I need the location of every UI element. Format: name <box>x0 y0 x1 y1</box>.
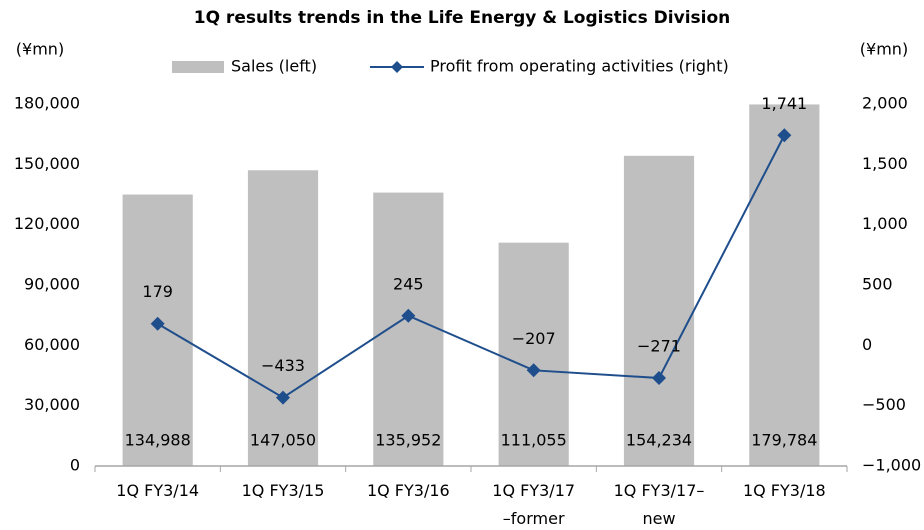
y-tick-label: 30,000 <box>24 395 80 414</box>
line-marker <box>652 371 666 386</box>
x-tick-label-line: 1Q FY3/17– <box>614 481 705 500</box>
bar <box>623 155 695 466</box>
bar-value-label: 135,952 <box>375 431 441 450</box>
bar-value-label: 154,234 <box>626 431 692 450</box>
bar-value-label: 111,055 <box>501 431 567 450</box>
x-tick-label-line: 1Q FY3/15 <box>242 481 325 500</box>
y2-tick-label: 1,500 <box>862 154 908 173</box>
x-tick-label: 1Q FY3/17 –former <box>492 481 575 528</box>
x-tick-label: 1Q FY3/16 <box>367 481 450 500</box>
y2-tick-label: 1,000 <box>862 214 908 233</box>
legend-label: Profit from operating activities (right) <box>430 57 729 76</box>
y-tick-label: 120,000 <box>14 214 80 233</box>
y2-tick-label: −1,000 <box>862 456 921 475</box>
legend-marker <box>391 61 403 73</box>
x-tick-label-line: –former <box>503 509 565 528</box>
y2-tick-label: 500 <box>862 275 893 294</box>
y2-tick-label: 2,000 <box>862 94 908 113</box>
x-tick-label: 1Q FY3/15 <box>242 481 325 500</box>
x-tick-label-line: 1Q FY3/17 <box>492 481 575 500</box>
line-value-label: −433 <box>261 356 305 375</box>
line-value-label: −207 <box>512 329 556 348</box>
x-tick-label-line: 1Q FY3/16 <box>367 481 450 500</box>
legend-swatch <box>172 61 224 73</box>
y-tick-label: 0 <box>70 456 80 475</box>
line-marker <box>777 128 792 143</box>
bar <box>749 104 820 467</box>
legend-label: Sales (left) <box>231 57 317 76</box>
line-value-label: 245 <box>393 274 424 293</box>
bar-value-label: 134,988 <box>125 431 191 450</box>
bar <box>247 170 319 466</box>
line-marker <box>401 308 416 323</box>
y-tick-label: 180,000 <box>14 94 80 113</box>
line-marker <box>526 363 541 378</box>
chart-title: 1Q results trends in the Life Energy & L… <box>194 8 731 28</box>
line-value-label: −271 <box>637 337 681 356</box>
line-marker <box>150 316 165 331</box>
line-value-label: 1,741 <box>761 94 807 113</box>
y-tick-label: 150,000 <box>14 154 80 173</box>
x-tick-label: 1Q FY3/14 <box>116 481 199 500</box>
x-tick-label-line: 1Q FY3/18 <box>743 481 826 500</box>
y-axis-label: (¥mn) <box>16 40 64 59</box>
y-tick-label: 60,000 <box>24 335 80 354</box>
y2-axis-label: (¥mn) <box>860 40 908 59</box>
x-tick-label-line: new <box>642 509 675 528</box>
y2-tick-label: 0 <box>862 335 872 354</box>
x-tick-label-line: 1Q FY3/14 <box>116 481 199 500</box>
x-tick-label: 1Q FY3/17– new <box>614 481 705 528</box>
y-tick-label: 90,000 <box>24 275 80 294</box>
y2-tick-label: −500 <box>862 395 906 414</box>
bar-value-label: 147,050 <box>250 431 316 450</box>
bar <box>498 242 569 466</box>
bar-value-label: 179,784 <box>751 431 817 450</box>
bar <box>373 192 444 466</box>
line <box>157 134 786 399</box>
x-tick-label: 1Q FY3/18 <box>743 481 826 500</box>
line-value-label: 179 <box>142 282 173 301</box>
line-marker <box>276 390 290 405</box>
